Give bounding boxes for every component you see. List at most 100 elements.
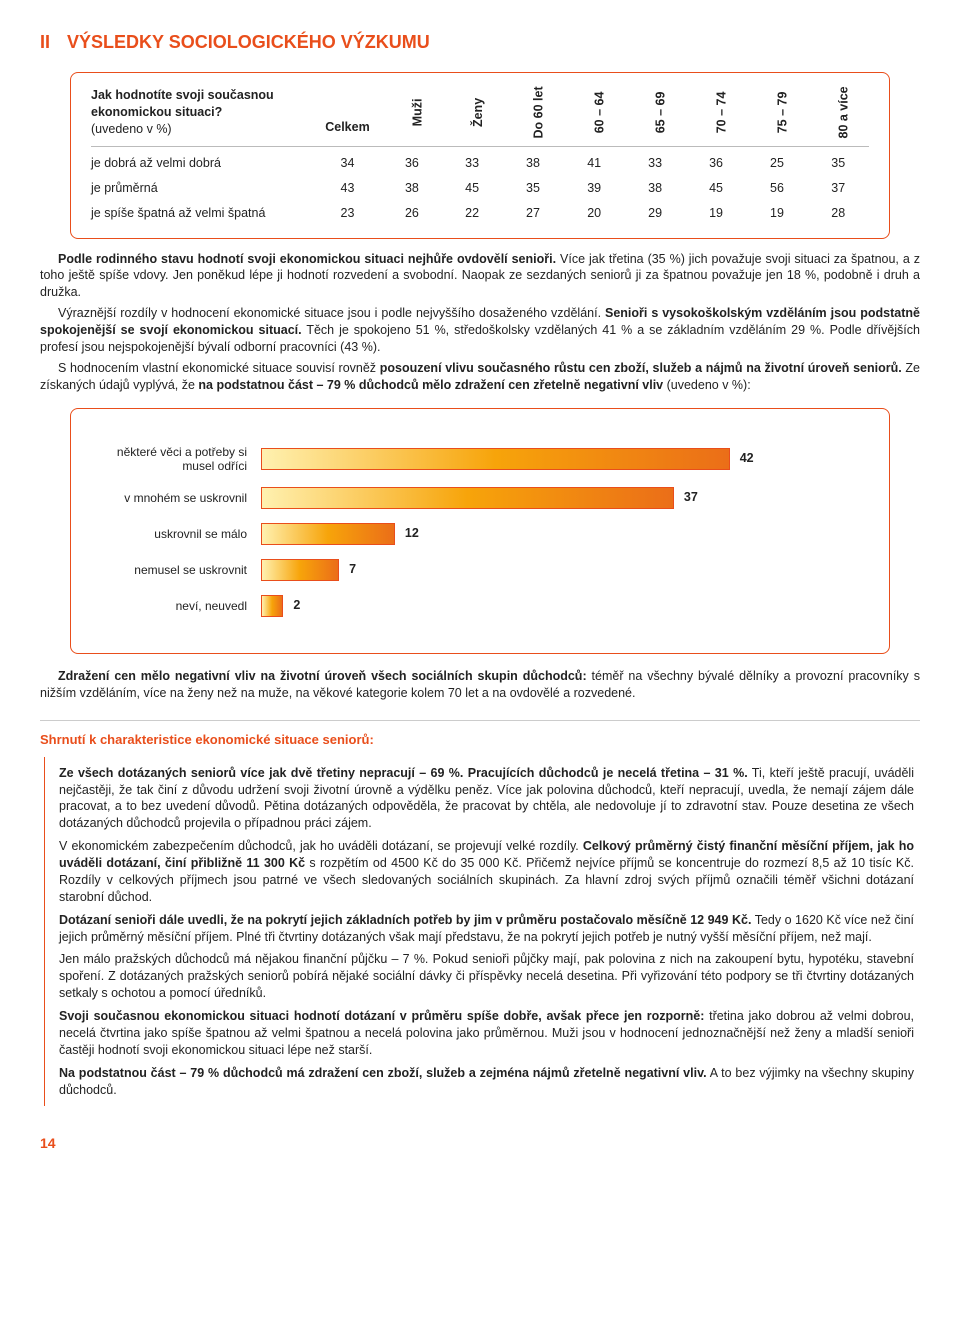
table-cell: 34	[313, 146, 382, 175]
table-question: Jak hodnotíte svoji současnou ekonomicko…	[91, 88, 274, 119]
table-row: je spíše špatná až velmi špatná232622272…	[91, 201, 869, 226]
bar-track: 2	[261, 595, 819, 617]
table-cell: 27	[502, 201, 563, 226]
table-cell: 26	[382, 201, 442, 226]
table-cell: 38	[502, 146, 563, 175]
row-label: je průměrná	[91, 176, 313, 201]
bar-chart: některé věci a potřeby si musel odříci 42…	[70, 408, 890, 655]
table-body: je dobrá až velmi dobrá34363338413336253…	[91, 146, 869, 225]
data-table-frame: Jak hodnotíte svoji současnou ekonomicko…	[70, 72, 890, 238]
bar	[261, 595, 283, 617]
bar-track: 42	[261, 448, 819, 470]
row-label: je spíše špatná až velmi špatná	[91, 201, 313, 226]
col-75-79: 75 – 79	[747, 87, 808, 146]
table-cell: 20	[564, 201, 625, 226]
col-65-69: 65 – 69	[625, 87, 686, 146]
summary-p6: Na podstatnou část – 79 % důchodců má zd…	[59, 1065, 914, 1099]
table-row: je dobrá až velmi dobrá34363338413336253…	[91, 146, 869, 175]
table-cell: 43	[313, 176, 382, 201]
s-p2-lead: V ekonomickém zabezpečením důchodců, jak…	[59, 839, 583, 853]
data-table: Jak hodnotíte svoji současnou ekonomicko…	[91, 87, 869, 225]
col-muzi: Muži	[382, 87, 442, 146]
chart-label: neví, neuvedl	[91, 599, 261, 613]
bar-value: 2	[293, 597, 300, 614]
p1-line2a: Výraznější rozdíly v hodnocení ekonomick…	[58, 306, 605, 320]
summary-p2: V ekonomickém zabezpečením důchodců, jak…	[59, 838, 914, 906]
heading-roman: II	[40, 32, 50, 52]
p1-bold: Podle rodinného stavu hodnotí svoji ekon…	[58, 252, 556, 266]
s-p3-bold: Dotázaní senioři dále uvedli, že na pokr…	[59, 913, 751, 927]
col-celkem: Celkem	[313, 87, 382, 146]
paragraph-2: Zdražení cen mělo negativní vliv na živo…	[40, 668, 920, 702]
chart-label: v mnohém se uskrovnil	[91, 491, 261, 505]
table-cell: 33	[442, 146, 502, 175]
p1-line3a: S hodnocením vlastní ekonomické situace …	[58, 361, 380, 375]
table-row: je průměrná433845353938455637	[91, 176, 869, 201]
table-cell: 39	[564, 176, 625, 201]
bar-value: 37	[684, 489, 698, 506]
table-cell: 19	[747, 201, 808, 226]
bar-value: 42	[740, 450, 754, 467]
p1-line3-bold: posouzení vlivu současného růstu cen zbo…	[380, 361, 902, 375]
chart-row: některé věci a potřeby si musel odříci 42	[91, 445, 819, 474]
row-label: je dobrá až velmi dobrá	[91, 146, 313, 175]
bar-track: 37	[261, 487, 819, 509]
table-cell: 29	[625, 201, 686, 226]
table-cell: 45	[686, 176, 747, 201]
table-cell: 41	[564, 146, 625, 175]
table-cell: 25	[747, 146, 808, 175]
table-cell: 36	[382, 146, 442, 175]
col-zeny: Ženy	[442, 87, 502, 146]
paragraph-1c: S hodnocením vlastní ekonomické situace …	[40, 360, 920, 394]
bar-track: 12	[261, 523, 819, 545]
chart-label: některé věci a potřeby si musel odříci	[91, 445, 261, 474]
summary-p4: Jen málo pražských důchodců má nějakou f…	[59, 951, 914, 1002]
paragraph-1: Podle rodinného stavu hodnotí svoji ekon…	[40, 251, 920, 302]
chart-label: nemusel se uskrovnit	[91, 563, 261, 577]
table-cell: 38	[625, 176, 686, 201]
bar-value: 12	[405, 525, 419, 542]
table-cell: 33	[625, 146, 686, 175]
p1-line3-bold2: na podstatnou část – 79 % důchodců mělo …	[198, 378, 663, 392]
p2-bold: Zdražení cen mělo negativní vliv na živo…	[58, 669, 587, 683]
table-question-cell: Jak hodnotíte svoji současnou ekonomicko…	[91, 87, 313, 146]
chart-row: neví, neuvedl 2	[91, 595, 819, 617]
bar	[261, 523, 395, 545]
table-cell: 19	[686, 201, 747, 226]
heading-text: VÝSLEDKY SOCIOLOGICKÉHO VÝZKUMU	[67, 32, 430, 52]
table-cell: 22	[442, 201, 502, 226]
bar	[261, 448, 730, 470]
table-subnote: (uvedeno v %)	[91, 122, 172, 136]
bar	[261, 559, 339, 581]
bar-value: 7	[349, 561, 356, 578]
col-70-74: 70 – 74	[686, 87, 747, 146]
chart-row: uskrovnil se málo 12	[91, 523, 819, 545]
s-p1-bold: Ze všech dotázaných seniorů více jak dvě…	[59, 766, 748, 780]
table-cell: 35	[502, 176, 563, 201]
bar-track: 7	[261, 559, 819, 581]
table-cell: 56	[747, 176, 808, 201]
table-cell: 36	[686, 146, 747, 175]
col-60-64: 60 – 64	[564, 87, 625, 146]
p1-line3c: (uvedeno v %):	[663, 378, 751, 392]
summary-p3: Dotázaní senioři dále uvedli, že na pokr…	[59, 912, 914, 946]
table-cell: 28	[807, 201, 869, 226]
table-cell: 38	[382, 176, 442, 201]
col-80plus: 80 a více	[807, 87, 869, 146]
s-p5-bold: Svoji současnou ekonomickou situaci hodn…	[59, 1009, 704, 1023]
summary-box: Ze všech dotázaných seniorů více jak dvě…	[44, 757, 920, 1107]
table-cell: 23	[313, 201, 382, 226]
bar	[261, 487, 674, 509]
chart-label: uskrovnil se málo	[91, 527, 261, 541]
summary-title: Shrnutí k charakteristice ekonomické sit…	[40, 720, 920, 749]
chart-row: v mnohém se uskrovnil 37	[91, 487, 819, 509]
table-cell: 37	[807, 176, 869, 201]
summary-p5: Svoji současnou ekonomickou situaci hodn…	[59, 1008, 914, 1059]
paragraph-1b: Výraznější rozdíly v hodnocení ekonomick…	[40, 305, 920, 356]
page-number: 14	[40, 1134, 920, 1153]
section-heading: II VÝSLEDKY SOCIOLOGICKÉHO VÝZKUMU	[40, 30, 920, 54]
summary-p1: Ze všech dotázaných seniorů více jak dvě…	[59, 765, 914, 833]
chart-row: nemusel se uskrovnit 7	[91, 559, 819, 581]
col-do60: Do 60 let	[502, 87, 563, 146]
table-cell: 35	[807, 146, 869, 175]
